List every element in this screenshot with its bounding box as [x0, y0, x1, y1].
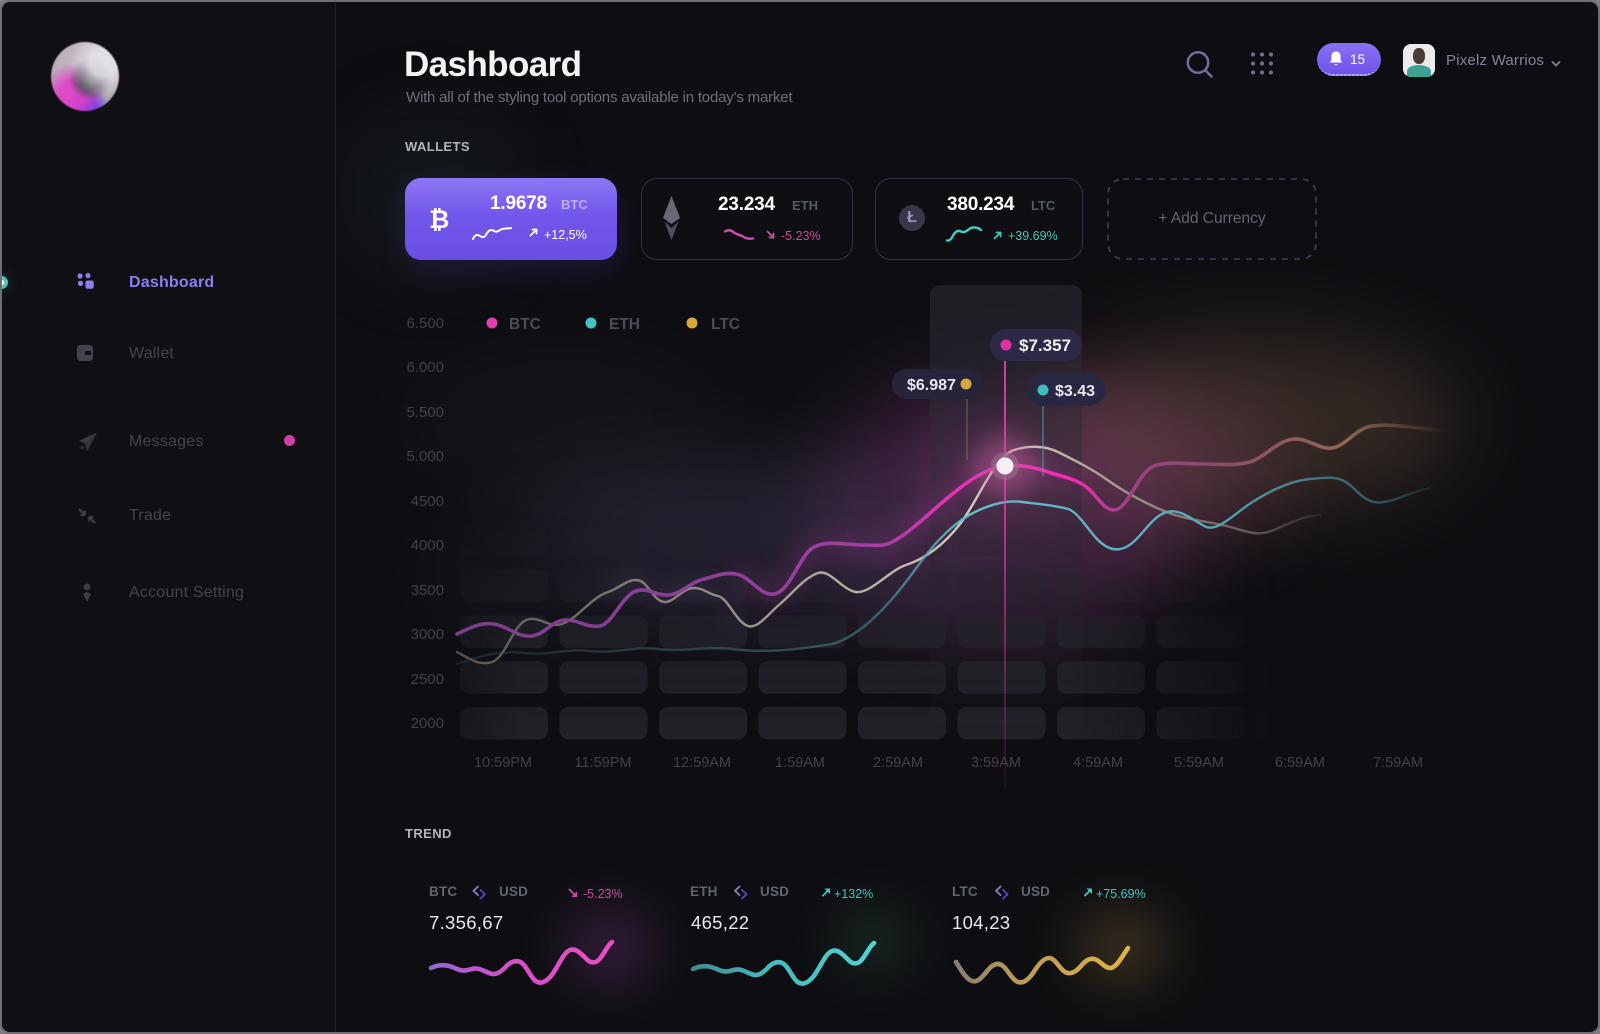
svg-text:ETH: ETH: [609, 316, 640, 333]
svg-text:11:59PM: 11:59PM: [575, 755, 632, 771]
svg-text:2500: 2500: [411, 671, 444, 688]
svg-text:6.000: 6.000: [406, 359, 444, 376]
svg-text:2000: 2000: [411, 715, 444, 732]
svg-text:12:59AM: 12:59AM: [673, 755, 731, 771]
svg-text:1:59AM: 1:59AM: [775, 755, 825, 771]
svg-text:3:59AM: 3:59AM: [971, 755, 1021, 771]
svg-text:3000: 3000: [411, 626, 444, 643]
svg-text:3500: 3500: [411, 582, 444, 599]
svg-text:LTC: LTC: [711, 316, 740, 333]
svg-text:10:59PM: 10:59PM: [474, 755, 532, 771]
svg-text:-5.23%: -5.23%: [583, 887, 623, 901]
svg-text:+132%: +132%: [834, 887, 873, 901]
svg-text:2:59AM: 2:59AM: [873, 755, 923, 771]
svg-text:$7.357: $7.357: [1019, 336, 1071, 355]
svg-text:5.500: 5.500: [406, 404, 444, 421]
svg-text:5.000: 5.000: [406, 448, 444, 465]
svg-text:5:59AM: 5:59AM: [1174, 755, 1224, 771]
svg-text:6.500: 6.500: [406, 315, 444, 332]
svg-text:4000: 4000: [411, 537, 444, 554]
svg-text:$3.43: $3.43: [1055, 383, 1095, 400]
svg-text:4:59AM: 4:59AM: [1073, 755, 1123, 771]
svg-text:7:59AM: 7:59AM: [1373, 755, 1423, 771]
svg-text:BTC: BTC: [509, 316, 541, 333]
svg-text:4500: 4500: [411, 493, 444, 510]
svg-text:6:59AM: 6:59AM: [1275, 755, 1325, 771]
svg-text:+75.69%: +75.69%: [1096, 887, 1146, 901]
svg-text:$6.987: $6.987: [907, 377, 956, 394]
